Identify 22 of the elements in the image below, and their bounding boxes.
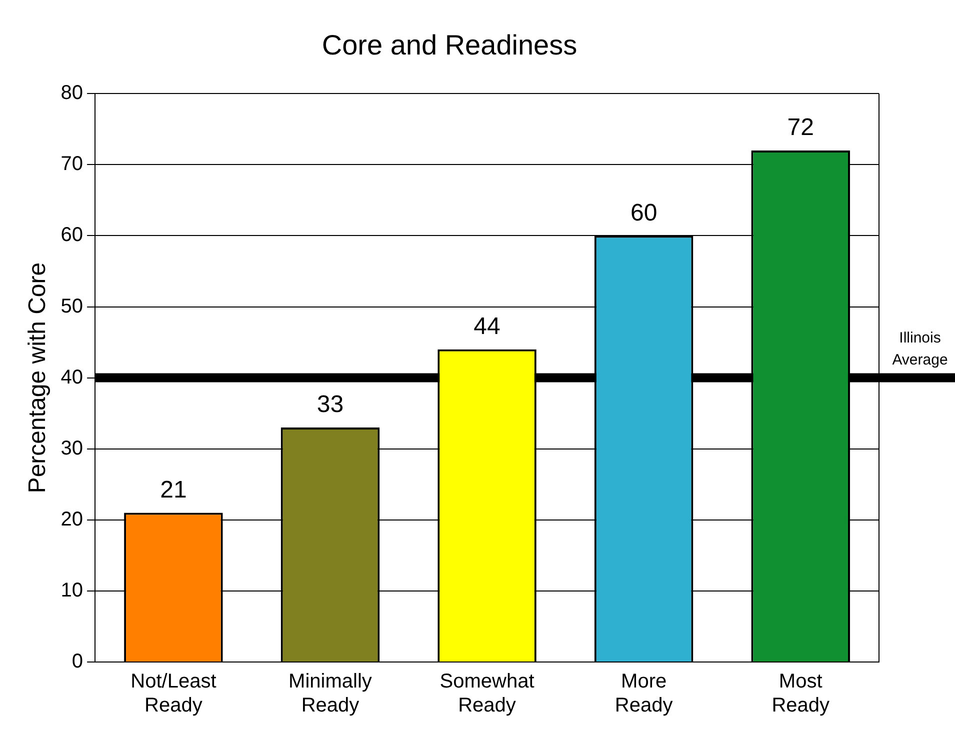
x-tick-label: Somewhat Ready [440, 670, 535, 717]
data-label: 21 [160, 476, 187, 504]
x-tick-label: Not/Least Ready [130, 670, 217, 717]
ref-line-label: Illinois Average [892, 329, 948, 368]
chart-title: Core and Readiness [322, 30, 578, 61]
x-tick-label: Most Ready [772, 670, 830, 717]
x-tick-label: More Ready [614, 670, 673, 717]
y-tick-label: 50 [60, 295, 84, 318]
data-label: 60 [630, 199, 658, 226]
data-label: 44 [474, 313, 500, 340]
y-tick-label: 60 [60, 224, 84, 246]
data-label: 33 [316, 391, 344, 418]
data-label: 72 [787, 114, 814, 142]
y-axis-title: Percentage with Core [24, 262, 52, 494]
y-tick-label: 40 [60, 366, 84, 388]
y-tick-label: 20 [60, 508, 84, 530]
y-tick-label: 80 [60, 82, 84, 104]
y-tick-label: 10 [60, 579, 84, 602]
y-tick-label: 70 [60, 153, 84, 176]
y-tick-label: 30 [60, 437, 84, 460]
x-tick-label: Minimally Ready [288, 670, 372, 717]
y-tick-label: 0 [72, 650, 84, 673]
